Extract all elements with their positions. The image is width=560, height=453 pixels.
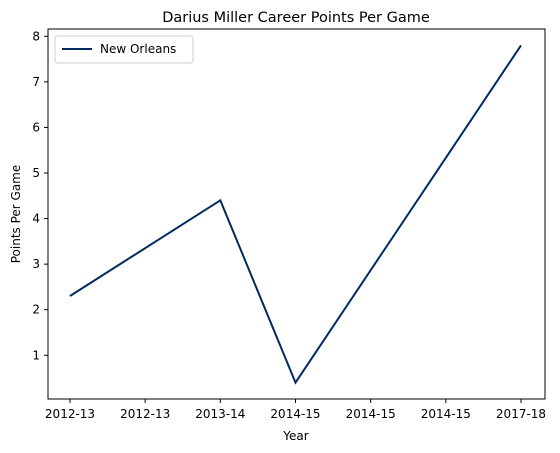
x-tick-label: 2014-15 [270, 407, 320, 421]
chart-title: Darius Miller Career Points Per Game [162, 10, 430, 26]
x-axis-ticks: 2012-13 2012-13 2013-14 2014-15 2014-15 2014-… [45, 399, 546, 421]
y-tick-label: 8 [32, 29, 40, 43]
y-tick-label: 3 [32, 257, 40, 271]
legend-label-new-orleans: New Orleans [100, 42, 176, 56]
y-tick-label: 1 [32, 348, 40, 362]
legend: New Orleans [54, 35, 194, 64]
x-tick-label: 2013-14 [195, 407, 245, 421]
y-tick-label: 4 [32, 212, 40, 226]
x-tick-label: 2014-15 [421, 407, 471, 421]
x-tick-label: 2012-13 [45, 407, 95, 421]
x-tick-label: 2012-13 [120, 407, 170, 421]
y-tick-label: 6 [32, 120, 40, 134]
legend-box [54, 35, 194, 64]
x-axis-label: Year [282, 429, 308, 443]
y-tick-label: 5 [32, 166, 40, 180]
x-tick-label: 2014-15 [346, 407, 396, 421]
y-tick-label: 7 [32, 75, 40, 89]
series-line-new-orleans [69, 44, 522, 385]
y-axis-ticks: 1 2 3 4 5 6 7 8 [32, 29, 48, 362]
y-tick-label: 2 [32, 303, 40, 317]
plot-area [47, 28, 546, 400]
x-tick-label: 2017-18 [496, 407, 546, 421]
y-axis-label: Points Per Game [9, 165, 23, 264]
